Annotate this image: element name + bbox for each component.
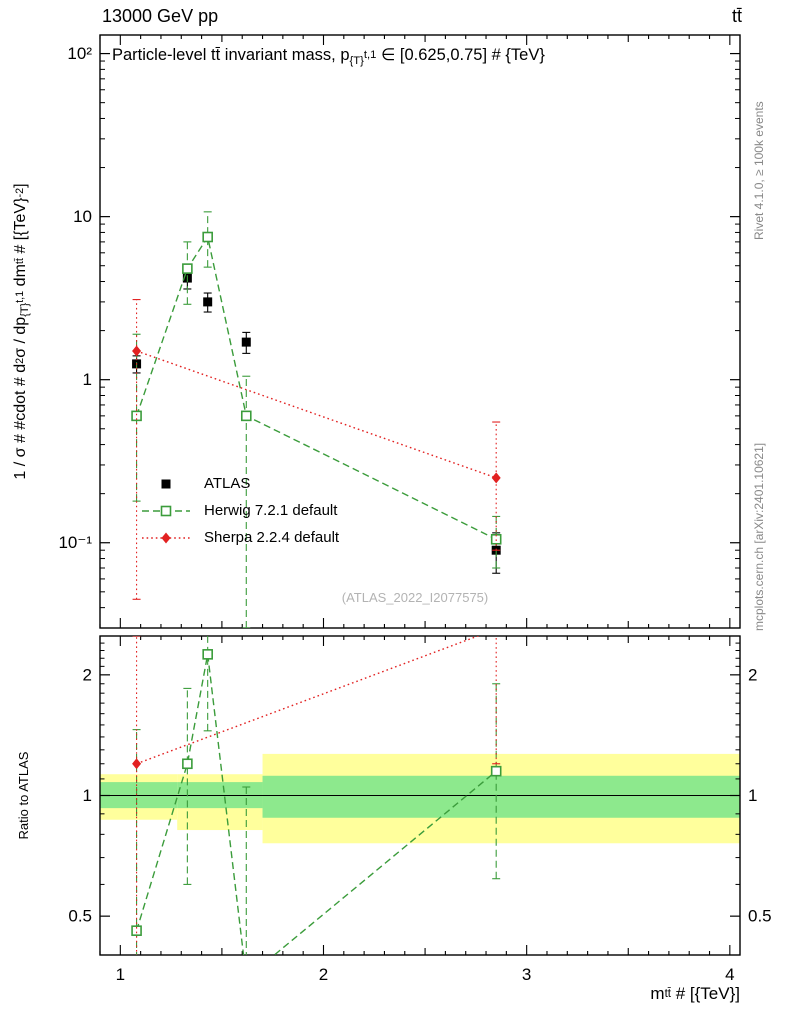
series-sherpa-2-2-4-default — [132, 299, 501, 600]
series-line — [136, 636, 480, 765]
mcplots-credit-label: mcplots.cern.ch [arXiv:2401.10621] — [752, 442, 766, 631]
legend-item-atlas: ATLAS — [140, 470, 339, 497]
data-point-diamond — [132, 345, 142, 357]
x-tick-label: 4 — [725, 965, 734, 984]
data-point-open-square — [490, 765, 502, 777]
x-axis-label: mtt̄ # [{TeV}] — [650, 984, 740, 1003]
data-point-open-square — [160, 505, 172, 516]
data-point-square — [203, 297, 213, 307]
process-label: tt̄ — [731, 6, 742, 26]
data-point-diamond — [161, 532, 171, 543]
series-line — [136, 350, 497, 479]
data-point-open-square — [242, 974, 251, 983]
data-point-diamond — [132, 758, 142, 770]
legend-marker-atlas — [161, 479, 171, 488]
legend-marker-herwig-7-2-1-default — [142, 505, 190, 516]
legend: ATLAS Herwig 7.2.1 default Sherpa 2.2.4 de… — [140, 470, 339, 551]
legend-label: ATLAS — [204, 475, 251, 492]
data-point-open-square — [202, 649, 213, 660]
data-point-square — [241, 337, 251, 347]
data-point-open-square — [182, 758, 193, 770]
data-point-diamond — [491, 472, 501, 484]
main-y-tick-label: 1 — [83, 370, 92, 389]
legend-label: Sherpa 2.2.4 default — [204, 529, 340, 546]
data-point-open-square — [131, 925, 142, 936]
uncertainty-band-inner — [262, 775, 740, 818]
data-point-open-square — [182, 263, 193, 274]
x-tick-label: 3 — [522, 965, 531, 984]
data-point-square — [161, 479, 171, 488]
x-tick-label: 1 — [116, 965, 125, 984]
series-sherpa-2-2-4-default — [132, 624, 501, 955]
ratio-axis-label: Ratio to ATLAS — [16, 751, 31, 840]
legend-marker-sherpa-2-2-4-default — [142, 532, 190, 543]
ratio-y-tick-label-right: 1 — [748, 786, 757, 805]
data-point-diamond — [492, 624, 501, 635]
ratio-y-tick-label-right: 2 — [748, 665, 757, 684]
main-y-tick-label: 10⁻¹ — [58, 533, 92, 552]
analysis-id-watermark: (ATLAS_2022_I2077575) — [341, 590, 489, 605]
ratio-y-tick-label: 2 — [83, 665, 92, 684]
main-panel-frame — [99, 34, 741, 629]
y-axis-label: 1 / σ # #cdot # d2σ / dp{T}t,1 dmtt̄ # [… — [12, 183, 32, 480]
ratio-bands — [100, 753, 740, 844]
main-y-tick-label: 10² — [67, 44, 92, 63]
ratio-y-tick-label: 1 — [83, 786, 92, 805]
data-point-open-square — [202, 231, 213, 243]
observable-title: Particle-level tt̄ invariant mass, p{T}t… — [112, 46, 545, 67]
x-tick-label: 2 — [319, 965, 328, 984]
ratio-y-tick-label-right: 0.5 — [748, 907, 772, 926]
data-point-open-square — [490, 533, 502, 545]
beam-energy-label: 13000 GeV pp — [102, 6, 219, 26]
legend-item-sherpa-2-2-4-default: Sherpa 2.2.4 default — [140, 524, 339, 551]
series-line — [135, 654, 497, 955]
legend-item-herwig-7-2-1-default: Herwig 7.2.1 default — [140, 497, 339, 524]
series-herwig-7-2-1-default — [131, 211, 502, 628]
legend-label: Herwig 7.2.1 default — [204, 502, 338, 519]
data-point-open-square — [240, 410, 252, 422]
data-point-open-square — [131, 410, 142, 422]
ratio-y-tick-label: 0.5 — [68, 907, 92, 926]
series-herwig-7-2-1-default — [131, 636, 502, 983]
rivet-version-label: Rivet 4.1.0, ≥ 100k events — [752, 101, 766, 240]
main-y-tick-label: 10 — [73, 207, 92, 226]
